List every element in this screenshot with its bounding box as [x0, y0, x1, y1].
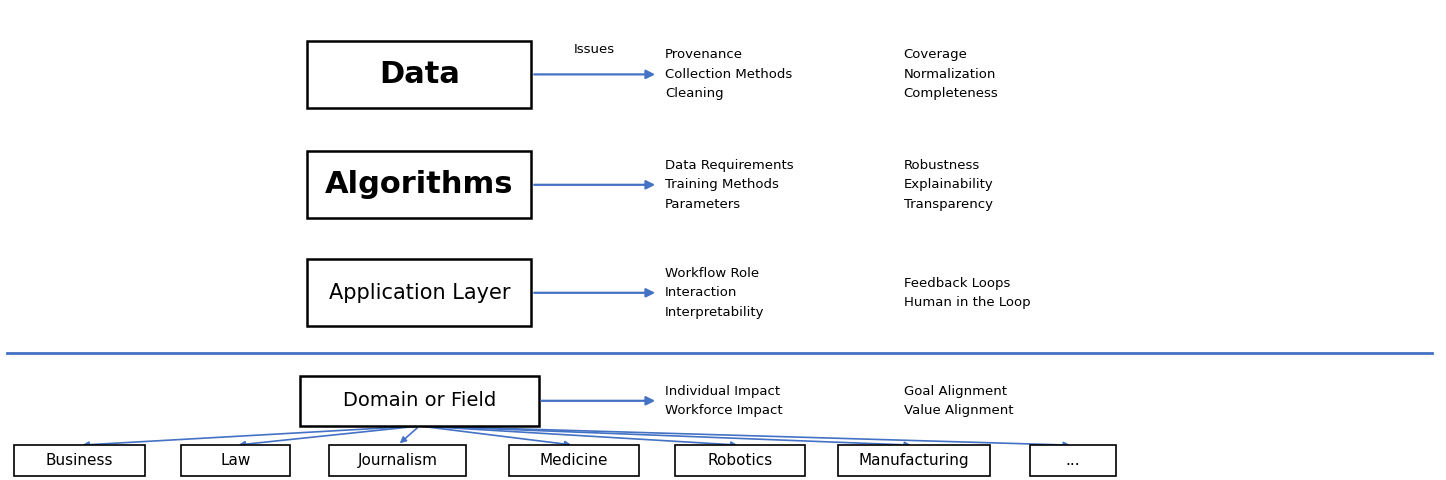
FancyBboxPatch shape	[182, 445, 289, 476]
Text: Algorithms: Algorithms	[325, 170, 513, 199]
FancyBboxPatch shape	[307, 41, 531, 108]
Text: Data: Data	[379, 60, 460, 89]
Text: Manufacturing: Manufacturing	[859, 453, 969, 468]
Text: Robotics: Robotics	[707, 453, 774, 468]
FancyBboxPatch shape	[307, 151, 531, 218]
FancyBboxPatch shape	[307, 259, 531, 326]
Text: Law: Law	[220, 453, 252, 468]
FancyBboxPatch shape	[509, 445, 639, 476]
Text: Feedback Loops
Human in the Loop: Feedback Loops Human in the Loop	[904, 276, 1031, 309]
Text: Individual Impact
Workforce Impact: Individual Impact Workforce Impact	[665, 384, 782, 417]
FancyBboxPatch shape	[675, 445, 805, 476]
Text: Domain or Field: Domain or Field	[343, 391, 496, 410]
FancyBboxPatch shape	[839, 445, 991, 476]
Text: Provenance
Collection Methods
Cleaning: Provenance Collection Methods Cleaning	[665, 48, 792, 100]
FancyBboxPatch shape	[1030, 445, 1116, 476]
Text: Journalism: Journalism	[357, 453, 438, 468]
Text: Workflow Role
Interaction
Interpretability: Workflow Role Interaction Interpretabili…	[665, 267, 765, 319]
FancyBboxPatch shape	[301, 375, 538, 426]
FancyBboxPatch shape	[330, 445, 467, 476]
Text: Issues: Issues	[574, 43, 615, 56]
FancyBboxPatch shape	[14, 445, 145, 476]
Text: Robustness
Explainability
Transparency: Robustness Explainability Transparency	[904, 159, 993, 211]
Text: Business: Business	[46, 453, 113, 468]
Text: Coverage
Normalization
Completeness: Coverage Normalization Completeness	[904, 48, 999, 100]
Text: Goal Alignment
Value Alignment: Goal Alignment Value Alignment	[904, 384, 1014, 417]
Text: Application Layer: Application Layer	[328, 283, 510, 303]
Text: Medicine: Medicine	[539, 453, 609, 468]
Text: ...: ...	[1066, 453, 1080, 468]
Text: Data Requirements
Training Methods
Parameters: Data Requirements Training Methods Param…	[665, 159, 794, 211]
